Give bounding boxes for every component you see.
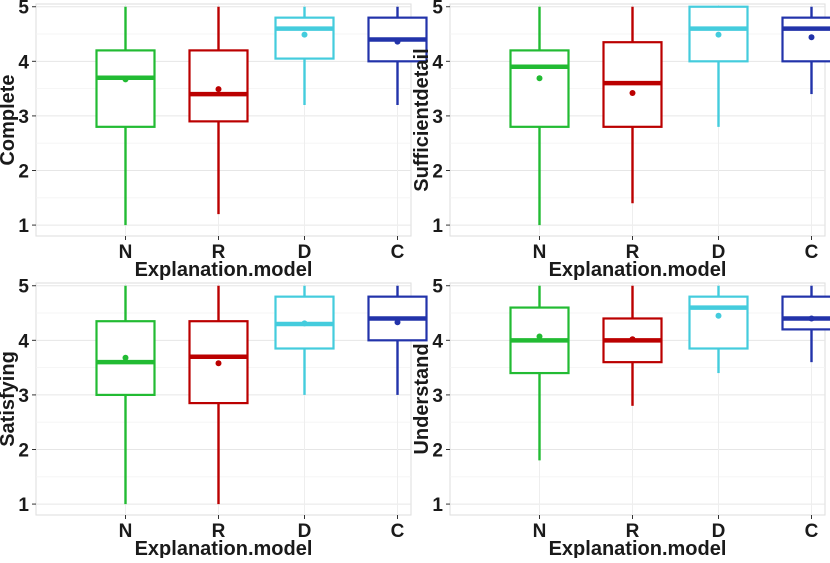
- iqr-box: [190, 50, 248, 121]
- y-tick-label: 5: [18, 0, 29, 19]
- x-tick-label: N: [533, 242, 547, 263]
- y-tick-label: 3: [18, 386, 29, 407]
- x-tick-label: C: [391, 242, 405, 263]
- iqr-box: [783, 18, 830, 62]
- y-tick-label: 1: [18, 495, 29, 516]
- y-axis-label: Complete: [0, 74, 19, 165]
- y-tick-label: 2: [18, 440, 29, 461]
- mean-point: [537, 333, 543, 339]
- mean-point: [716, 313, 722, 319]
- y-tick-label: 3: [432, 386, 443, 407]
- y-tick-label: 4: [432, 52, 443, 73]
- mean-point: [302, 32, 308, 38]
- y-tick-label: 2: [432, 440, 443, 461]
- x-tick-label: C: [391, 521, 405, 542]
- mean-point: [716, 32, 722, 38]
- x-axis-label: Explanation.model: [135, 538, 313, 558]
- mean-point: [216, 86, 222, 92]
- y-tick-label: 1: [432, 216, 443, 237]
- x-tick-label: N: [533, 521, 547, 542]
- mean-point: [630, 90, 636, 96]
- x-axis-label: Explanation.model: [549, 259, 727, 281]
- mean-point: [537, 75, 543, 81]
- y-tick-label: 4: [432, 331, 443, 352]
- x-tick-label: N: [119, 242, 133, 263]
- y-tick-label: 1: [18, 216, 29, 237]
- y-axis-label: Satisfying: [0, 351, 19, 447]
- mean-point: [123, 355, 129, 361]
- y-axis-label: Understand: [411, 343, 433, 454]
- y-tick-label: 2: [432, 161, 443, 182]
- mean-point: [630, 336, 636, 342]
- x-tick-label: N: [119, 521, 133, 542]
- y-tick-label: 5: [432, 277, 443, 298]
- iqr-box: [511, 50, 569, 126]
- x-tick-label: C: [805, 242, 819, 263]
- y-tick-label: 2: [18, 161, 29, 182]
- y-axis-label: Sufficientdetail: [411, 48, 433, 191]
- mean-point: [395, 319, 401, 325]
- x-axis-label: Explanation.model: [135, 259, 313, 281]
- mean-point: [395, 39, 401, 45]
- y-tick-label: 3: [432, 107, 443, 128]
- iqr-box: [276, 18, 334, 59]
- iqr-box: [97, 50, 155, 126]
- y-tick-label: 1: [432, 495, 443, 516]
- mean-point: [216, 360, 222, 366]
- y-tick-label: 4: [18, 52, 29, 73]
- x-tick-label: C: [805, 521, 819, 542]
- mean-point: [809, 34, 815, 40]
- y-tick-label: 3: [18, 107, 29, 128]
- mean-point: [123, 76, 129, 82]
- mean-point: [809, 315, 815, 321]
- iqr-box: [690, 297, 748, 349]
- x-axis-label: Explanation.model: [549, 538, 727, 558]
- iqr-box: [783, 297, 830, 330]
- mean-point: [302, 320, 308, 326]
- y-tick-label: 4: [18, 331, 29, 352]
- y-tick-label: 5: [432, 0, 443, 19]
- y-tick-label: 5: [18, 277, 29, 298]
